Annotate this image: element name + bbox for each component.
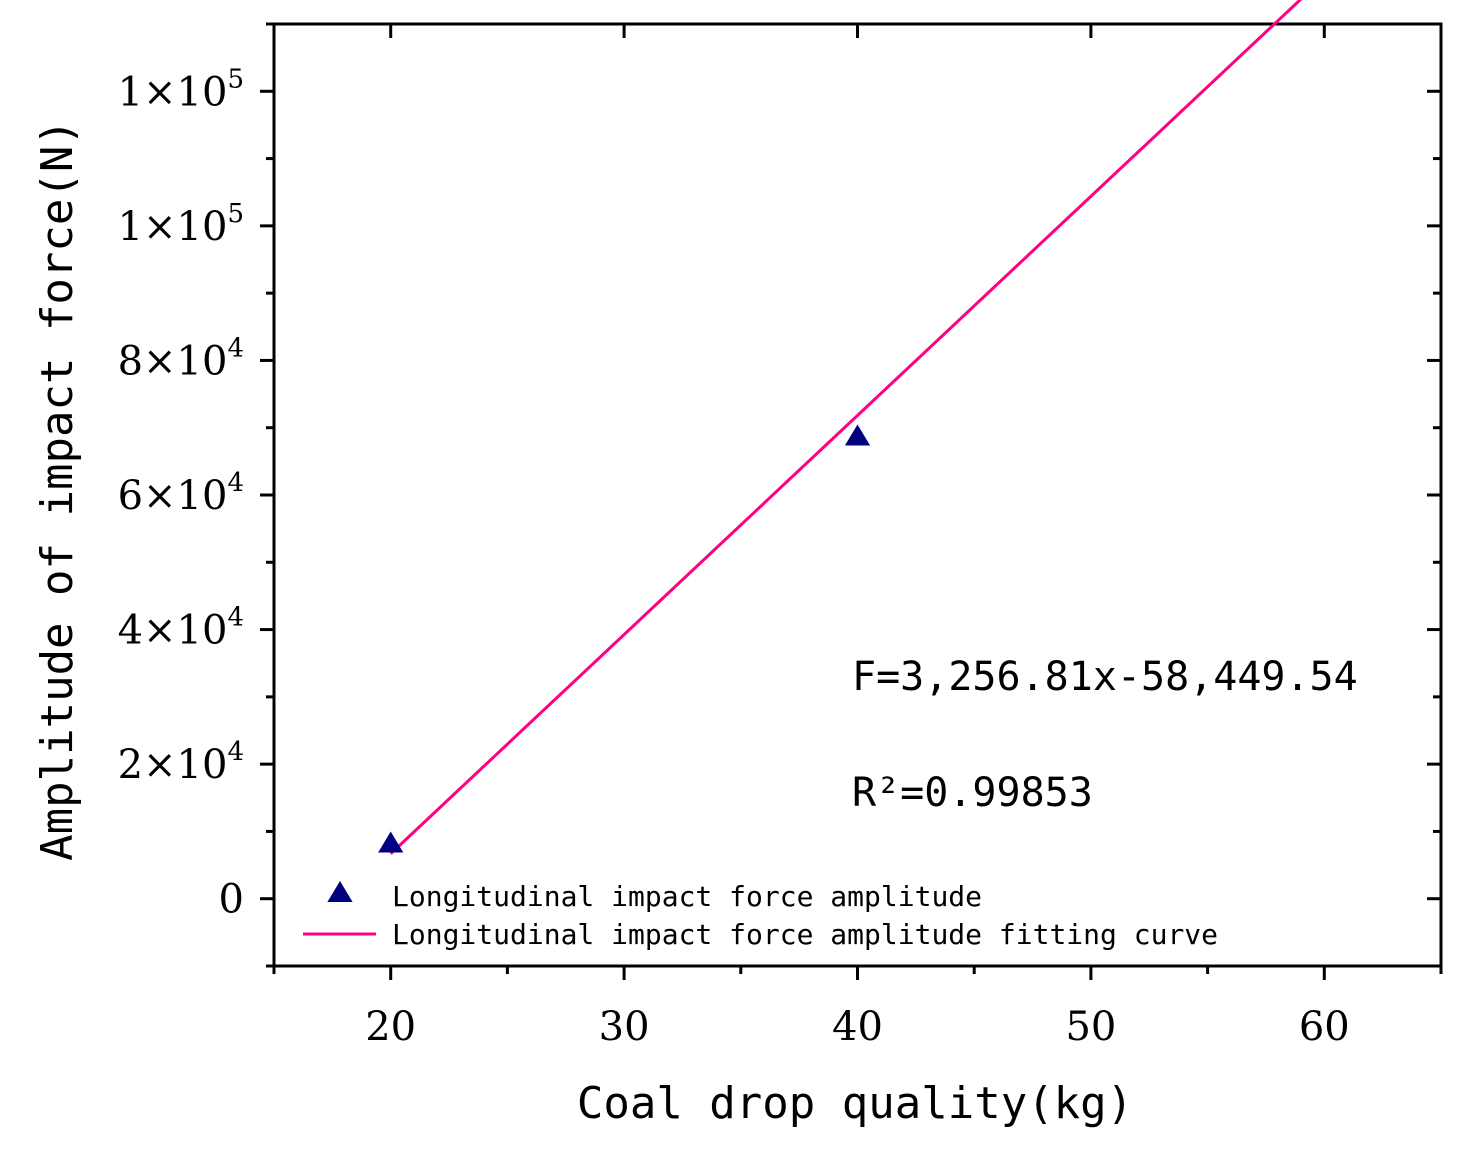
y-tick-label: 1×105	[118, 64, 244, 115]
y-tick-label: 0	[219, 877, 244, 923]
legend-triangle-marker-icon	[327, 881, 353, 902]
data-point-triangle	[844, 424, 871, 446]
y-axis-title: Amplitude of impact force(N)	[32, 119, 83, 861]
y-tick-label: 1×105	[118, 199, 244, 250]
x-axis-title: Coal drop quality(kg)	[577, 1078, 1133, 1129]
y-tick-label: 4×104	[118, 603, 244, 654]
x-tick-label: 60	[1299, 1004, 1350, 1050]
series-layer	[378, 0, 1303, 855]
x-tick-label: 50	[1065, 1004, 1116, 1050]
fit-equation-annotation: F=3,256.81x-58,449.54	[852, 654, 1358, 700]
x-tick-labels: 20 30 40 50 60	[365, 1004, 1350, 1050]
y-tick-labels: 0 2×104 4×104 6×104 8×104 1×105 1×105	[118, 64, 244, 922]
y-tick-label: 2×104	[118, 737, 244, 788]
legend: Longitudinal impact force amplitude Long…	[303, 880, 1218, 951]
legend-label-fit: Longitudinal impact force amplitude fitt…	[392, 918, 1218, 951]
x-tick-label: 20	[365, 1004, 416, 1050]
y-tick-label: 8×104	[118, 333, 244, 384]
legend-label-scatter: Longitudinal impact force amplitude	[392, 880, 982, 913]
r-squared-annotation: R²=0.99853	[852, 770, 1093, 816]
plot-border	[272, 22, 1443, 968]
x-tick-label: 40	[832, 1004, 883, 1050]
y-tick-label: 6×104	[118, 468, 244, 519]
x-tick-label: 30	[599, 1004, 650, 1050]
plot-frame	[272, 22, 1443, 968]
data-point-triangle	[378, 831, 404, 853]
axis-ticks	[260, 22, 1443, 980]
fit-line	[389, 0, 1303, 855]
